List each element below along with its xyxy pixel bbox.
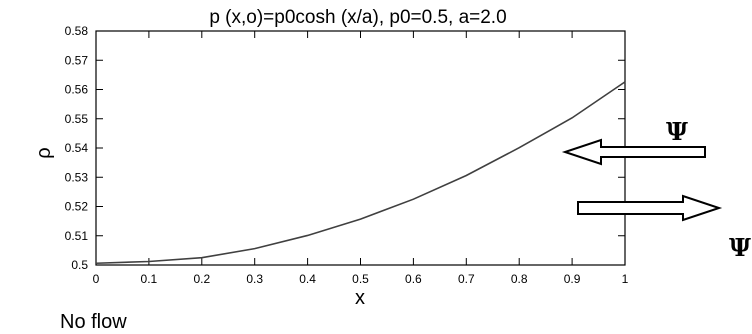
- x-tick-label: 0.6: [405, 272, 422, 286]
- chart-axes: [96, 31, 625, 265]
- x-tick-label: 0.8: [511, 272, 528, 286]
- x-tick-label: 0.2: [193, 272, 210, 286]
- psi-label-bottom: Ψ: [729, 233, 751, 262]
- y-tick-label: 0.56: [65, 83, 89, 97]
- x-tick-label: 0.4: [299, 272, 316, 286]
- plot-frame: [96, 31, 625, 265]
- y-tick-label: 0.54: [65, 141, 89, 155]
- x-tick-label: 0.3: [246, 272, 263, 286]
- x-tick-label: 0.5: [352, 272, 369, 286]
- psi-label-top: Ψ: [666, 117, 688, 146]
- y-tick-label: 0.5: [71, 258, 88, 272]
- y-tick-label: 0.52: [65, 200, 89, 214]
- y-tick-label: 0.53: [65, 170, 89, 184]
- x-tick-label: 1: [622, 272, 629, 286]
- x-tick-label: 0: [93, 272, 100, 286]
- y-axis-label: ρ: [33, 147, 55, 158]
- y-tick-label: 0.58: [65, 24, 89, 38]
- data-series: [96, 82, 625, 263]
- chart-title: p (x,o)=p0cosh (x/a), p0=0.5, a=2.0: [209, 7, 506, 28]
- x-axis-label: x: [355, 287, 365, 309]
- y-tick-label: 0.55: [65, 112, 89, 126]
- arrow-right-icon: [578, 196, 719, 220]
- x-tick-label: 0.7: [458, 272, 475, 286]
- no-flow-caption: No flow: [60, 311, 127, 333]
- y-tick-label: 0.51: [65, 229, 89, 243]
- x-tick-label: 0.9: [564, 272, 581, 286]
- axis-ticks: 0 0.1 0.2 0.3 0.4 0.5 0.6 0.7 0.8 0.9 1 0.5 0.51 0.52…: [65, 24, 629, 286]
- series-line: [96, 82, 625, 263]
- y-tick-label: 0.57: [65, 53, 89, 67]
- x-tick-label: 0.1: [141, 272, 158, 286]
